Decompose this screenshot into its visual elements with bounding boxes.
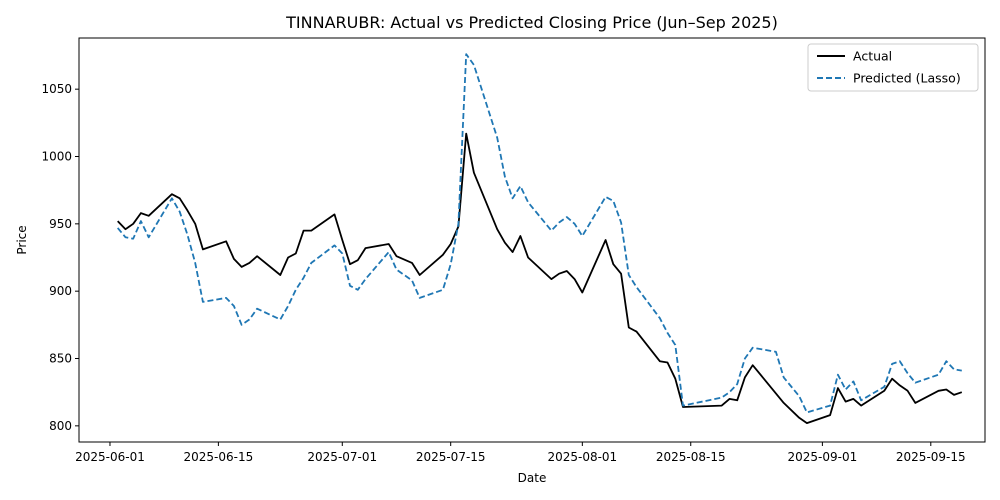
y-tick-label: 950 <box>49 217 72 231</box>
y-tick-label: 800 <box>49 419 72 433</box>
y-axis-label: Price <box>15 225 29 254</box>
legend: Actual Predicted (Lasso) <box>807 43 979 92</box>
series-line-actual <box>117 132 963 424</box>
series-line-predicted <box>117 53 962 414</box>
legend-box <box>807 43 979 92</box>
x-tick-label: 2025-06-01 <box>75 450 145 464</box>
series-layer <box>117 53 963 424</box>
y-tick-label: 1000 <box>41 150 72 164</box>
x-tick-label: 2025-07-01 <box>307 450 377 464</box>
x-tick-label: 2025-08-01 <box>547 450 617 464</box>
x-tick-label: 2025-06-15 <box>184 450 254 464</box>
chart-title: TINNARUBR: Actual vs Predicted Closing P… <box>285 13 778 32</box>
x-axis-label: Date <box>518 471 547 485</box>
x-axis: 2025-06-01 2025-06-15 2025-07-01 2025-07-15… <box>75 442 966 464</box>
x-tick-label: 2025-07-15 <box>416 450 486 464</box>
x-tick-label: 2025-09-01 <box>788 450 858 464</box>
legend-label-predicted: Predicted (Lasso) <box>853 71 961 86</box>
x-tick-label: 2025-08-15 <box>656 450 726 464</box>
y-tick-label: 1050 <box>41 82 72 96</box>
y-tick-label: 900 <box>49 284 72 298</box>
legend-label-actual: Actual <box>853 49 892 64</box>
y-tick-label: 850 <box>49 352 72 366</box>
x-tick-label: 2025-09-15 <box>896 450 966 464</box>
y-axis: 800 850 900 950 1000 1050 <box>41 82 79 433</box>
plot-area <box>78 37 986 443</box>
